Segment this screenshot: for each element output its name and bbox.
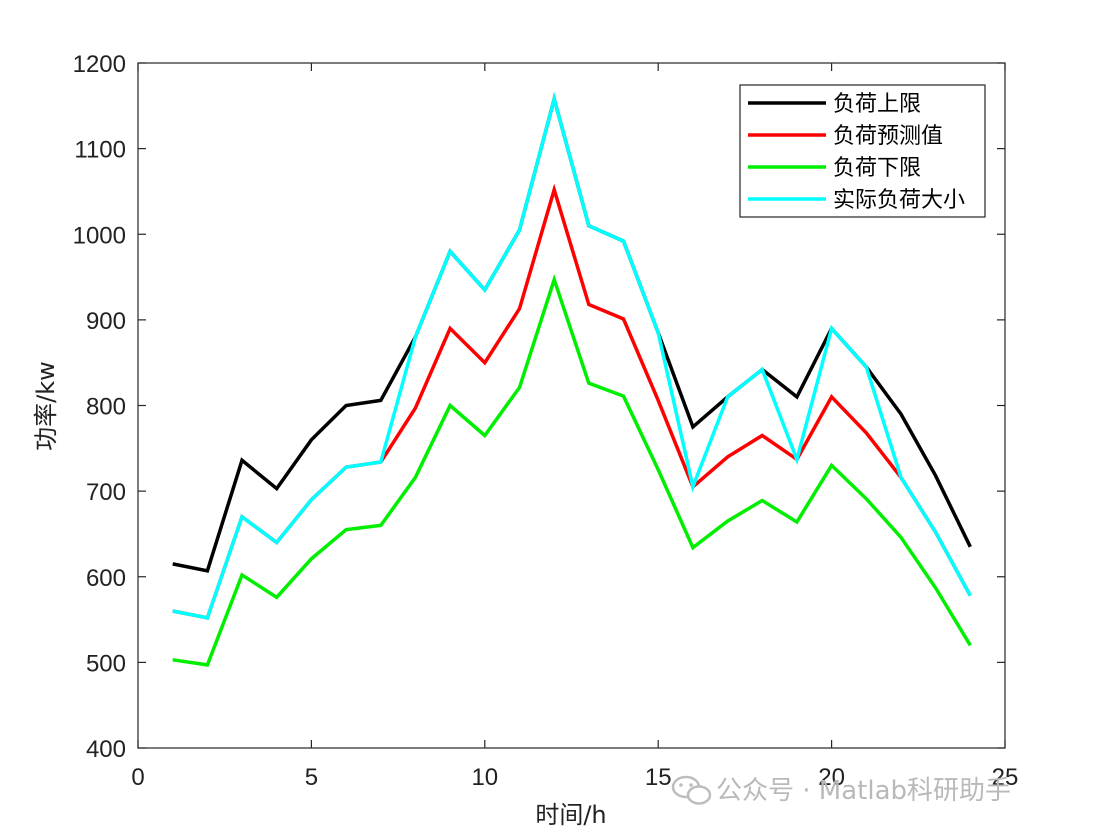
y-tick-label: 800: [86, 394, 126, 421]
x-tick-label: 10: [471, 764, 498, 791]
legend-label: 实际负荷大小: [833, 188, 965, 213]
y-tick-label: 900: [86, 308, 126, 335]
x-axis-label: 时间/h: [535, 801, 606, 829]
plot-lines: [172, 92, 972, 667]
legend-label: 负荷预测值: [833, 124, 943, 149]
series-line-2: [172, 183, 972, 620]
y-axis-label: 功率/kw: [32, 361, 60, 451]
legend-box: [739, 84, 986, 218]
wechat-icon: [671, 775, 712, 805]
y-tick-label: 700: [86, 479, 126, 506]
series-line-3: [172, 273, 972, 667]
watermark: 公众号 · Matlab科研助手: [671, 775, 1011, 806]
y-tick-label: 1100: [74, 137, 126, 164]
x-tick-label: 20: [818, 764, 845, 791]
x-tick-label: 5: [305, 764, 318, 791]
series-line-4: [172, 92, 972, 620]
y-tick-label: 600: [86, 565, 126, 592]
x-tick-label: 0: [131, 764, 144, 791]
x-tick-label: 25: [992, 764, 1019, 791]
watermark-text: 公众号 · Matlab科研助手: [716, 776, 1011, 806]
x-tick-label: 15: [645, 764, 672, 791]
y-tick-label: 1200: [73, 51, 126, 78]
legend-label: 负荷上限: [833, 92, 921, 117]
y-tick-label: 500: [86, 650, 126, 677]
axis-ticks: 0 5 10 15 20 25 400 500 600 700 800 900 1000 1100 1200: [73, 51, 1019, 791]
y-tick-label: 400: [86, 736, 126, 763]
y-tick-label: 1000: [73, 222, 126, 249]
legend-label: 负荷下限: [833, 156, 921, 181]
